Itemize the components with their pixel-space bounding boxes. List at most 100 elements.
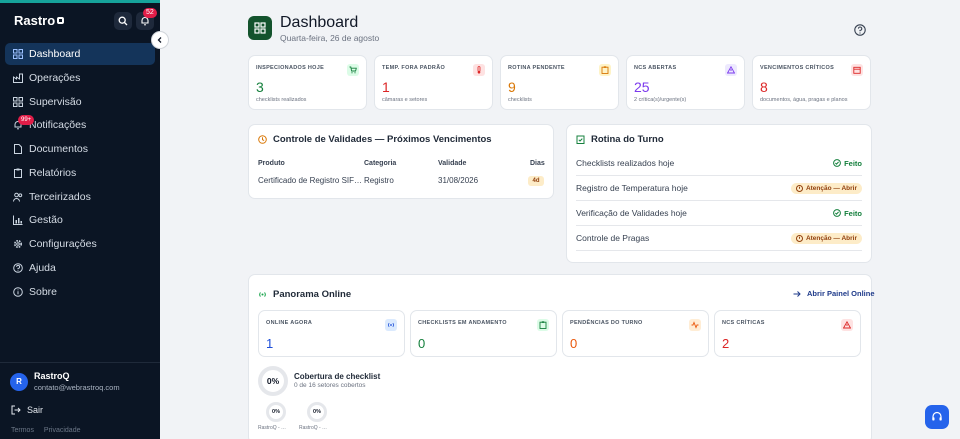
stat-card-temperatura[interactable]: TEMP. FORA PADRÃO 1 câmaras e setores <box>374 55 493 110</box>
stat-sub: câmaras e setores <box>382 97 428 103</box>
stat-value: 9 <box>508 79 516 95</box>
clipboard-icon <box>537 319 549 331</box>
user-profile[interactable]: R RastroQ contato@webrastroq.com <box>10 371 120 392</box>
sidebar-footer: Termos Privacidade <box>11 427 88 434</box>
clipboard-icon <box>599 64 611 76</box>
gear-icon <box>13 239 23 249</box>
col-header-validade: Validade <box>438 160 467 167</box>
sidebar-item-supervisao[interactable]: Supervisão <box>5 91 155 113</box>
sidebar-item-label: Sobre <box>29 285 58 298</box>
stat-sub: 2 crítica(s)/urgente(s) <box>634 97 687 103</box>
page-subtitle: Quarta-feira, 26 de agosto <box>280 33 380 43</box>
panorama-label: NCS CRÍTICAS <box>722 320 765 326</box>
panorama-title-text: Panorama Online <box>273 289 352 300</box>
sidebar-item-ajuda[interactable]: Ajuda <box>5 257 155 279</box>
brand-text: Rastro <box>14 13 56 28</box>
sidebar-item-relatorios[interactable]: Relatórios <box>5 162 155 184</box>
calendar-icon <box>851 64 863 76</box>
stat-value: 3 <box>256 79 264 95</box>
stat-value: 1 <box>382 79 390 95</box>
dashboard-header-icon <box>248 16 272 40</box>
sidebar-item-dashboard[interactable]: Dashboard <box>5 43 155 65</box>
stat-card-inspecionados[interactable]: INSPECIONADOS HOJE 3 checklists realizad… <box>248 55 367 110</box>
panorama-label: CHECKLISTS EM ANDAMENTO <box>418 320 507 326</box>
status-badge[interactable]: Atenção — Abrir <box>790 232 862 244</box>
stat-card-ncs[interactable]: NCS ABERTAS 25 2 crítica(s)/urgente(s) <box>626 55 745 110</box>
sidebar-item-configuracoes[interactable]: Configurações <box>5 233 155 255</box>
panorama-label: ONLINE AGORA <box>266 320 313 326</box>
status-text: Atenção — Abrir <box>805 184 857 192</box>
status-text: Atenção — Abrir <box>805 234 857 242</box>
stat-sub: checklists <box>508 97 532 103</box>
panorama-value: 0 <box>418 336 426 351</box>
privacy-link[interactable]: Privacidade <box>43 427 81 434</box>
rotina-row-validades[interactable]: Verificação de Validades hoje Feito <box>576 201 862 226</box>
warning-icon <box>841 319 853 331</box>
terms-link[interactable]: Termos <box>11 427 34 434</box>
clipboard-icon <box>14 168 22 178</box>
stat-card-vencimentos[interactable]: VENCIMENTOS CRÍTICOS 8 documentos, água,… <box>752 55 871 110</box>
alert-circle-icon <box>795 184 803 192</box>
grid-icon <box>13 49 23 59</box>
cell-produto: Certificado de Registro SIF… <box>258 176 362 185</box>
sidebar-item-label: Terceirizados <box>29 190 91 203</box>
sidebar-item-label: Relatórios <box>29 166 77 179</box>
stat-label: TEMP. FORA PADRÃO <box>382 65 446 71</box>
stat-card-rotina[interactable]: ROTINA PENDENTE 9 checklists <box>500 55 619 110</box>
sidebar-item-sobre[interactable]: Sobre <box>5 281 155 303</box>
rotina-row-checklists[interactable]: Checklists realizados hoje Feito <box>576 151 862 176</box>
logout-button[interactable]: Sair <box>11 405 43 415</box>
panorama-card-online[interactable]: ONLINE AGORA 1 <box>258 310 405 357</box>
sidebar-item-label: Ajuda <box>29 261 56 274</box>
collapse-sidebar-button[interactable] <box>151 31 169 49</box>
sidebar-item-operacoes[interactable]: Operações <box>5 67 155 89</box>
sector-ring[interactable]: 0% <box>307 402 327 422</box>
sidebar-item-label: Supervisão <box>29 95 82 108</box>
rotina-row-temperatura[interactable]: Registro de Temperatura hoje Atenção — A… <box>576 176 862 201</box>
sidebar-item-gestao[interactable]: Gestão <box>5 209 155 231</box>
panorama-card-pendencias[interactable]: PENDÊNCIAS DO TURNO 0 <box>562 310 709 357</box>
sidebar-item-label: Configurações <box>29 238 97 250</box>
open-panel-link[interactable]: Abrir Painel Online <box>793 289 875 298</box>
sidebar: Rastro 52 Dashboard Operações Supervisão… <box>0 0 160 439</box>
panorama-title: Panorama Online <box>258 289 351 300</box>
panorama-label: PENDÊNCIAS DO TURNO <box>570 320 643 326</box>
stat-label: ROTINA PENDENTE <box>508 65 565 71</box>
brand-logo[interactable]: Rastro <box>14 13 65 28</box>
status-text: Feito <box>844 158 862 168</box>
sidebar-item-terceirizados[interactable]: Terceirizados <box>5 186 155 208</box>
rotina-row-pragas[interactable]: Controle de Pragas Atenção — Abrir <box>576 226 862 251</box>
sidebar-item-notificacoes[interactable]: 99+ Notificações <box>5 114 155 136</box>
sector-label: RastroQ - … <box>258 425 287 431</box>
stat-label: VENCIMENTOS CRÍTICOS <box>760 65 835 71</box>
info-icon <box>13 286 23 297</box>
sidebar-item-documentos[interactable]: Documentos <box>5 138 155 160</box>
stat-sub: documentos, água, pragas e planos <box>760 97 848 103</box>
stat-label: NCS ABERTAS <box>634 65 677 71</box>
support-chat-button[interactable] <box>925 405 949 429</box>
cart-icon <box>347 64 359 76</box>
open-panel-label: Abrir Painel Online <box>807 289 875 298</box>
panorama-card-checklists[interactable]: CHECKLISTS EM ANDAMENTO 0 <box>410 310 557 357</box>
notifications-button[interactable]: 52 <box>136 8 157 30</box>
col-header-produto: Produto <box>258 160 285 167</box>
warning-icon <box>725 64 737 76</box>
search-button[interactable] <box>114 12 132 30</box>
panorama-value: 1 <box>266 336 274 351</box>
help-button[interactable] <box>854 23 866 41</box>
radio-icon <box>385 319 397 331</box>
grid-icon <box>13 96 23 107</box>
check-circle-icon <box>833 209 841 217</box>
users-icon <box>13 192 23 202</box>
notification-count-badge: 52 <box>143 8 157 18</box>
sidebar-divider <box>0 362 160 363</box>
activity-icon <box>689 319 701 331</box>
panorama-card-ncs-criticas[interactable]: NCS CRÍTICAS 2 <box>714 310 861 357</box>
status-badge[interactable]: Atenção — Abrir <box>790 182 862 194</box>
help-icon <box>13 262 23 273</box>
sector-ring[interactable]: 0% <box>266 402 286 422</box>
coverage-ring: 0% <box>258 366 288 396</box>
thermometer-icon <box>473 64 485 76</box>
chevron-left-icon <box>157 37 162 43</box>
chart-icon <box>13 215 23 226</box>
